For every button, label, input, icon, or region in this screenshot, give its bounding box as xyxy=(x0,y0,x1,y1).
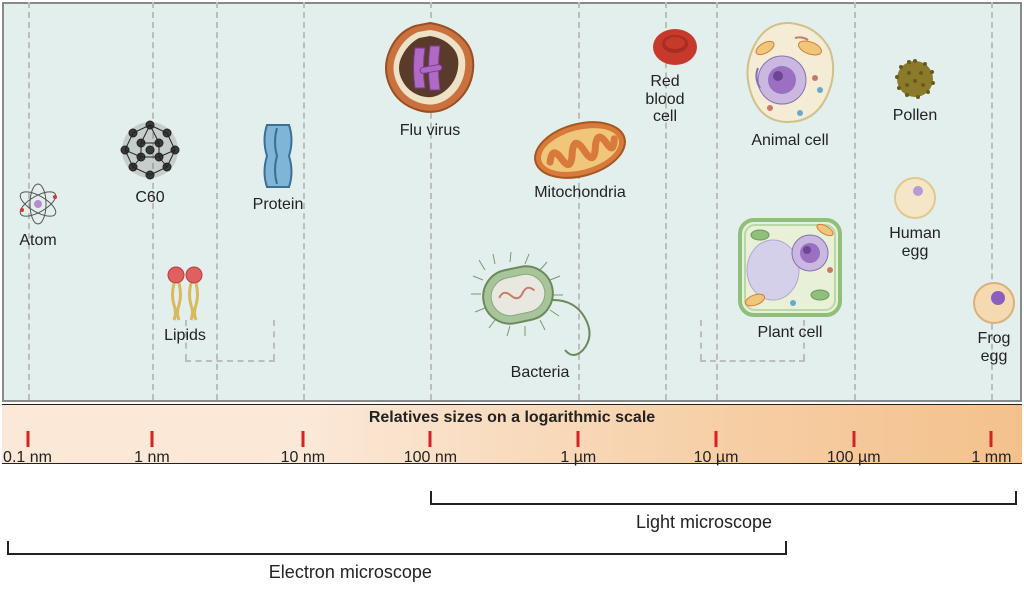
item-bacteria: Bacteria xyxy=(465,250,615,382)
light-microscope-range xyxy=(430,495,1017,505)
animal-cell-icon xyxy=(740,18,840,128)
animal-cell-label: Animal cell xyxy=(751,132,828,149)
scale-title: Relatives sizes on a logarithmic scale xyxy=(2,409,1022,427)
flu-virus-label: Flu virus xyxy=(400,122,460,139)
electron-microscope-range xyxy=(7,545,787,555)
scale-tick-label: 1 µm xyxy=(560,449,596,467)
human-egg-icon xyxy=(892,175,938,221)
atom-label: Atom xyxy=(19,232,56,249)
gridline xyxy=(854,2,856,400)
protein-label: Protein xyxy=(253,196,304,213)
item-mitochondria: Mitochondria xyxy=(520,120,640,202)
c60-icon xyxy=(115,115,185,185)
item-rbc: Redbloodcell xyxy=(640,25,710,126)
scale-tick-label: 1 nm xyxy=(134,449,170,467)
item-animal-cell: Animal cell xyxy=(730,18,850,150)
item-flu-virus: Flu virus xyxy=(375,18,485,140)
scale-tick xyxy=(715,431,718,447)
flu-virus-icon xyxy=(380,18,480,118)
item-protein: Protein xyxy=(248,120,308,214)
gridline xyxy=(216,2,218,400)
protein-icon xyxy=(259,120,297,192)
scale-tick-label: 10 µm xyxy=(694,449,739,467)
lipids-label: Lipids xyxy=(164,327,206,344)
item-human-egg: Humanegg xyxy=(880,175,950,260)
light-microscope-label: Light microscope xyxy=(636,512,772,533)
scale-tick xyxy=(577,431,580,447)
electron-microscope-label: Electron microscope xyxy=(269,562,432,583)
scale-tick xyxy=(990,431,993,447)
plant-cell-label: Plant cell xyxy=(758,324,823,341)
human-egg-label: Humanegg xyxy=(880,225,950,260)
pollen-label: Pollen xyxy=(893,107,937,124)
item-lipids: Lipids xyxy=(155,265,215,345)
mitochondria-icon xyxy=(530,120,630,180)
scale-tick xyxy=(150,431,153,447)
rbc-label: Redbloodcell xyxy=(640,73,690,126)
dashed-range-small xyxy=(185,352,275,362)
scale-tick-label: 10 nm xyxy=(281,449,325,467)
scale-tick-label: 0.1 nm xyxy=(3,449,52,467)
plant-cell-icon xyxy=(735,215,845,320)
item-plant-cell: Plant cell xyxy=(730,215,850,342)
frog-egg-label: Frogegg xyxy=(966,330,1022,365)
scale-tick xyxy=(852,431,855,447)
item-frog-egg: Frogegg xyxy=(966,280,1022,365)
pollen-icon xyxy=(891,55,939,103)
scale-tick-label: 100 nm xyxy=(404,449,457,467)
scale-tick-label: 100 µm xyxy=(827,449,881,467)
bacteria-label: Bacteria xyxy=(511,364,570,381)
scale-tick xyxy=(429,431,432,447)
bacteria-icon xyxy=(465,250,615,360)
gridline xyxy=(716,2,718,400)
item-c60: C60 xyxy=(110,115,190,207)
scale-tick xyxy=(26,431,29,447)
frog-egg-icon xyxy=(971,280,1017,326)
scale-tick-label: 1 mm xyxy=(971,449,1011,467)
atom-icon xyxy=(14,180,62,228)
mitochondria-label: Mitochondria xyxy=(534,184,626,201)
scale-tick xyxy=(301,431,304,447)
item-pollen: Pollen xyxy=(885,55,945,125)
lipids-icon xyxy=(161,265,209,323)
c60-label: C60 xyxy=(135,189,164,206)
rbc-icon xyxy=(650,25,700,69)
scale-bar: Relatives sizes on a logarithmic scale 0… xyxy=(2,404,1022,464)
item-atom: Atom xyxy=(8,180,68,250)
